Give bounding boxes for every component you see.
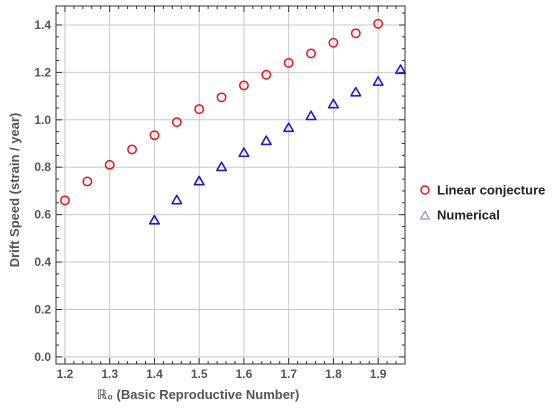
data-point-triangle — [394, 64, 407, 75]
data-point-circle — [373, 18, 384, 29]
y-tick-label: 0.0 — [34, 350, 51, 364]
data-point-circle — [238, 80, 249, 91]
data-point-circle — [306, 48, 316, 59]
data-point-triangle — [171, 194, 183, 205]
y-tick-label: 1.0 — [34, 113, 51, 127]
data-point-circle — [216, 92, 227, 103]
x-tick-label: 1.4 — [146, 367, 163, 381]
data-point-circle — [82, 176, 93, 187]
x-tick-label: 1.7 — [280, 367, 297, 381]
x-tick-label: 1.9 — [370, 367, 387, 381]
data-point-circle — [171, 117, 182, 128]
plot-frame — [55, 5, 406, 365]
y-tick-label: 1.2 — [34, 65, 51, 79]
data-point-triangle — [148, 214, 160, 225]
series-layer — [59, 18, 407, 225]
y-axis: 0.0 0.2 0.4 0.6 0.8 1.0 1.2 1.4 — [34, 12, 405, 364]
y-tick-label: 0.4 — [34, 255, 51, 269]
data-point-triangle — [238, 147, 250, 158]
y-axis-title: Drift Speed (strain / year) — [7, 113, 22, 268]
x-axis: 1.2 1.3 1.4 1.5 1.6 1.7 1.8 1.9 — [57, 6, 406, 381]
data-point-triangle — [216, 161, 228, 172]
x-tick-label: 1.5 — [191, 367, 208, 381]
data-point-circle — [261, 69, 272, 80]
data-point-circle — [149, 130, 160, 141]
data-point-circle — [328, 37, 339, 48]
legend-marker-circle — [420, 185, 430, 195]
data-point-triangle — [193, 175, 205, 186]
x-tick-label: 1.2 — [57, 367, 74, 381]
y-tick-label: 1.4 — [34, 18, 51, 32]
y-tick-label: 0.6 — [34, 208, 51, 222]
data-point-circle — [194, 104, 205, 115]
series-2 — [148, 64, 407, 225]
legend: Linear conjecture Numerical — [420, 183, 545, 223]
data-point-triangle — [327, 98, 339, 109]
data-point-circle — [127, 144, 138, 155]
data-point-triangle — [283, 122, 295, 133]
legend-label: Linear conjecture — [437, 183, 545, 198]
data-point-triangle — [305, 110, 317, 121]
data-point-circle — [104, 159, 115, 170]
data-point-triangle — [350, 86, 362, 97]
legend-label: Numerical — [437, 208, 500, 223]
y-tick-label: 0.8 — [34, 160, 51, 174]
x-tick-label: 1.6 — [236, 367, 253, 381]
x-axis-title: ℝ₀ (Basic Reproductive Number) — [97, 387, 300, 402]
series-1 — [59, 18, 384, 206]
data-point-circle — [59, 195, 70, 206]
data-point-circle — [350, 28, 361, 39]
y-tick-label: 0.2 — [34, 302, 51, 316]
legend-marker-triangle — [420, 210, 430, 220]
grid-lines — [56, 6, 405, 364]
data-point-triangle — [260, 135, 272, 146]
x-tick-label: 1.8 — [325, 367, 342, 381]
data-point-circle — [283, 57, 294, 68]
data-point-triangle — [372, 76, 384, 86]
x-tick-label: 1.3 — [101, 367, 118, 381]
